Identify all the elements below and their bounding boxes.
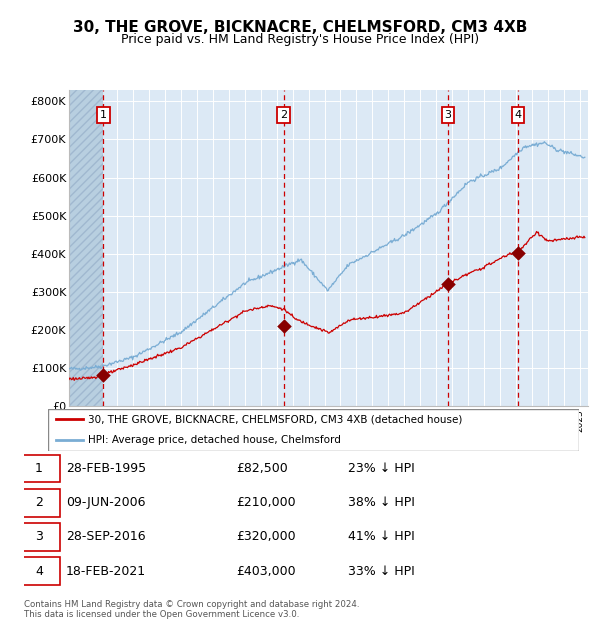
Text: 38% ↓ HPI: 38% ↓ HPI — [347, 497, 415, 509]
Text: Contains HM Land Registry data © Crown copyright and database right 2024.
This d: Contains HM Land Registry data © Crown c… — [24, 600, 359, 619]
FancyBboxPatch shape — [48, 409, 579, 451]
Text: 28-FEB-1995: 28-FEB-1995 — [66, 463, 146, 475]
Text: 3: 3 — [445, 110, 452, 120]
FancyBboxPatch shape — [19, 557, 60, 585]
Text: £210,000: £210,000 — [236, 497, 296, 509]
Text: 4: 4 — [35, 565, 43, 577]
Text: 09-JUN-2006: 09-JUN-2006 — [66, 497, 145, 509]
FancyBboxPatch shape — [19, 523, 60, 551]
Text: 2: 2 — [35, 497, 43, 509]
Text: 3: 3 — [35, 531, 43, 543]
Text: 2: 2 — [280, 110, 287, 120]
Point — [513, 247, 523, 257]
Text: 33% ↓ HPI: 33% ↓ HPI — [347, 565, 415, 577]
Point — [98, 370, 108, 379]
Text: HPI: Average price, detached house, Chelmsford: HPI: Average price, detached house, Chel… — [88, 435, 341, 445]
Text: 1: 1 — [100, 110, 107, 120]
Text: 30, THE GROVE, BICKNACRE, CHELMSFORD, CM3 4XB: 30, THE GROVE, BICKNACRE, CHELMSFORD, CM… — [73, 20, 527, 35]
Point — [279, 321, 289, 331]
Text: Price paid vs. HM Land Registry's House Price Index (HPI): Price paid vs. HM Land Registry's House … — [121, 33, 479, 46]
Text: 23% ↓ HPI: 23% ↓ HPI — [347, 463, 415, 475]
Text: £82,500: £82,500 — [236, 463, 288, 475]
Text: 4: 4 — [514, 110, 521, 120]
Text: 18-FEB-2021: 18-FEB-2021 — [66, 565, 146, 577]
Text: 1: 1 — [35, 463, 43, 475]
Point — [443, 279, 453, 289]
Text: £403,000: £403,000 — [236, 565, 296, 577]
Text: 41% ↓ HPI: 41% ↓ HPI — [347, 531, 415, 543]
FancyBboxPatch shape — [19, 489, 60, 516]
Text: 28-SEP-2016: 28-SEP-2016 — [66, 531, 145, 543]
Bar — [69, 90, 103, 406]
FancyBboxPatch shape — [19, 455, 60, 482]
Text: 30, THE GROVE, BICKNACRE, CHELMSFORD, CM3 4XB (detached house): 30, THE GROVE, BICKNACRE, CHELMSFORD, CM… — [88, 414, 462, 424]
Text: £320,000: £320,000 — [236, 531, 296, 543]
